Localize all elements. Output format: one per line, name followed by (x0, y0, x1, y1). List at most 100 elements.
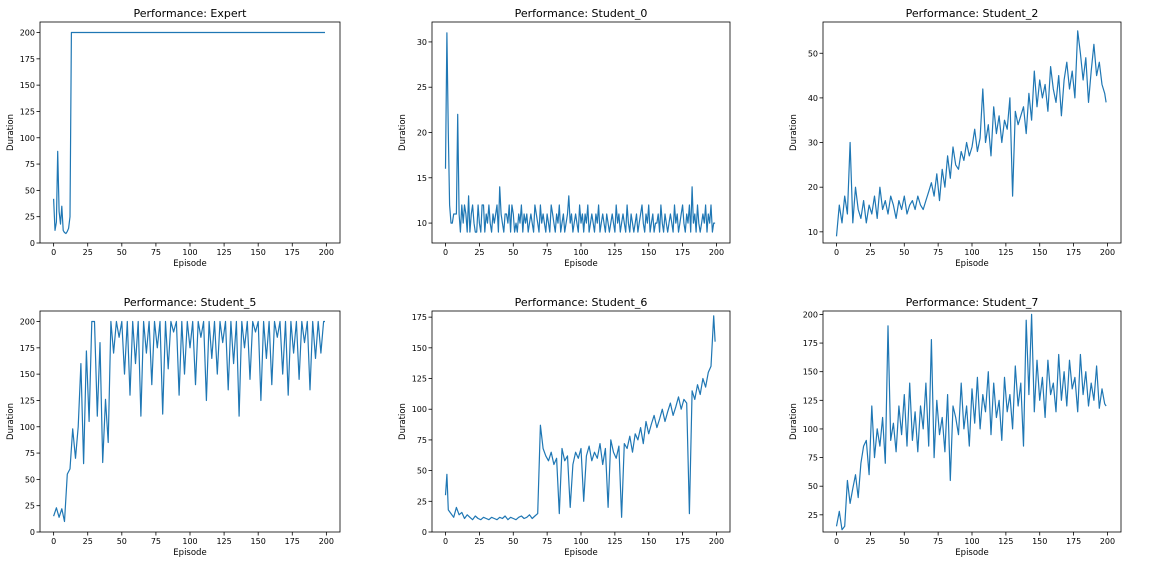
data-point (622, 213, 623, 214)
data-point (1031, 120, 1032, 121)
data-point (53, 516, 54, 517)
data-point (616, 204, 617, 205)
data-point (544, 223, 545, 224)
data-point (309, 389, 310, 390)
data-point (198, 321, 199, 322)
data-point (450, 223, 451, 224)
data-point (536, 213, 537, 214)
data-point (1074, 97, 1075, 98)
data-point (461, 512, 462, 513)
data-point (841, 529, 842, 530)
data-point (645, 421, 646, 422)
data-point (525, 223, 526, 224)
data-point (977, 151, 978, 152)
data-point (692, 186, 693, 187)
data-point (488, 204, 489, 205)
data-point (866, 440, 867, 441)
y-tick-label: 200 (803, 310, 818, 319)
data-point (885, 200, 886, 201)
data-point (860, 463, 861, 464)
data-point (613, 223, 614, 224)
data-point (1050, 394, 1051, 395)
data-point (1050, 66, 1051, 67)
data-point (1020, 383, 1021, 384)
data-point (247, 321, 248, 322)
data-point (446, 474, 447, 475)
x-tick-label: 75 (933, 537, 943, 546)
data-point (1072, 388, 1073, 389)
data-point (587, 204, 588, 205)
data-point (640, 427, 641, 428)
data-point (571, 213, 572, 214)
data-point (507, 519, 508, 520)
data-point (879, 187, 880, 188)
data-point (464, 204, 465, 205)
data-point (1064, 79, 1065, 80)
data-point (121, 321, 122, 322)
data-point (320, 353, 321, 354)
data-point (683, 399, 684, 400)
data-point (952, 405, 953, 406)
data-point (502, 223, 503, 224)
x-tick-label: 75 (542, 248, 552, 257)
y-tick-label: 10 (808, 228, 818, 237)
data-point (457, 114, 458, 115)
data-point (877, 218, 878, 219)
data-point (1018, 405, 1019, 406)
series-line (53, 320, 325, 523)
data-point (1034, 71, 1035, 72)
data-point (563, 213, 564, 214)
data-point (452, 223, 453, 224)
data-point (904, 196, 905, 197)
data-point (915, 209, 916, 210)
data-point (116, 321, 117, 322)
data-point (988, 124, 989, 125)
data-point (499, 186, 500, 187)
data-point (540, 425, 541, 426)
y-tick-label: 200 (20, 318, 35, 327)
x-tick-label: 125 (216, 537, 231, 546)
data-point (102, 462, 103, 463)
data-point (149, 321, 150, 322)
x-axis-label: Episode (173, 548, 206, 558)
data-point (690, 232, 691, 233)
data-point (1053, 88, 1054, 89)
data-point (219, 321, 220, 322)
data-point (448, 132, 449, 133)
data-point (629, 436, 630, 437)
data-point (601, 223, 602, 224)
data-point (67, 474, 68, 475)
data-point (59, 211, 60, 212)
data-point (901, 434, 902, 435)
data-point (1001, 142, 1002, 143)
data-point (980, 428, 981, 429)
x-tick-label: 175 (1066, 248, 1081, 257)
y-tick-label: 125 (20, 396, 35, 405)
data-point (269, 321, 270, 322)
data-point (1074, 377, 1075, 378)
data-point (1066, 62, 1067, 63)
data-point (637, 439, 638, 440)
data-point (675, 223, 676, 224)
data-point (545, 455, 546, 456)
data-point (1088, 102, 1089, 103)
data-point (54, 230, 55, 231)
data-point (904, 394, 905, 395)
x-tick-label: 150 (1032, 537, 1047, 546)
data-point (890, 440, 891, 441)
data-point (898, 200, 899, 201)
data-point (656, 427, 657, 428)
data-point (138, 321, 139, 322)
data-point (1028, 93, 1029, 94)
data-point (517, 232, 518, 233)
data-point (1023, 446, 1024, 447)
y-axis-label: Duration (789, 403, 799, 440)
data-point (469, 517, 470, 518)
data-point (1069, 360, 1070, 361)
data-point (146, 353, 147, 354)
data-point (586, 223, 587, 224)
data-point (608, 507, 609, 508)
data-point (595, 213, 596, 214)
data-point (162, 414, 163, 415)
